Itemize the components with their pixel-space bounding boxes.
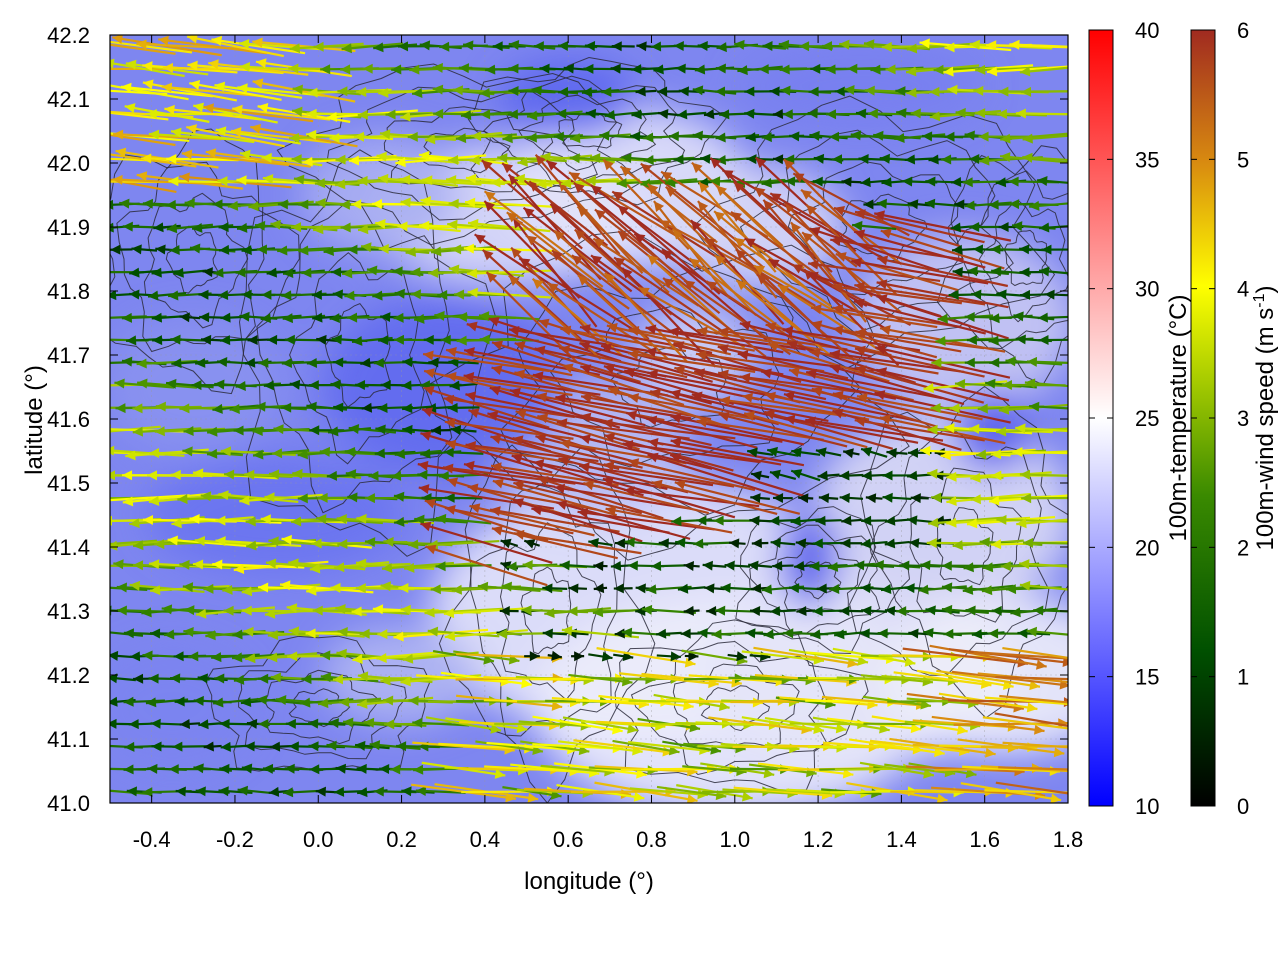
y-tick-label: 41.0 (47, 791, 90, 816)
plot-area (66, 34, 1125, 817)
y-axis-label: latitude (°) (21, 365, 48, 475)
temperature-colorbar-label: 100m-temperature (°C) (1165, 294, 1192, 541)
wind-label-close: ) (1252, 286, 1279, 294)
colorbar-tick-label: 5 (1237, 147, 1249, 172)
y-tick-label: 42.1 (47, 87, 90, 112)
wind-label-main: 100m-wind speed (m s (1252, 308, 1279, 551)
colorbar-tick-label: 2 (1237, 535, 1249, 560)
colorbar-tick-label: 35 (1135, 147, 1159, 172)
x-tick-label: 0.8 (636, 827, 667, 852)
y-tick-label: 41.2 (47, 663, 90, 688)
x-tick-label: 1.4 (886, 827, 917, 852)
y-tick-label: 41.8 (47, 279, 90, 304)
temperature-colorbar: 10 15 20 25 30 35 40 100m-temperature (°C) (1089, 18, 1192, 819)
colorbar-tick-label: 25 (1135, 406, 1159, 431)
colorbar-tick-label: 1 (1237, 665, 1249, 690)
x-tick-label: -0.2 (216, 827, 254, 852)
y-tick-label: 41.4 (47, 535, 90, 560)
y-tick-label: 41.3 (47, 599, 90, 624)
y-tick-label: 41.1 (47, 727, 90, 752)
colorbar-tick-label: 6 (1237, 18, 1249, 43)
colorbar-tick-label: 30 (1135, 277, 1159, 302)
x-tick-label: 0.6 (553, 827, 584, 852)
colorbar-tick-label: 15 (1135, 665, 1159, 690)
x-tick-label: 1.2 (803, 827, 834, 852)
colorbar-tick-label: 4 (1237, 277, 1249, 302)
x-tick-label: 1.0 (719, 827, 750, 852)
x-tick-label: 0.0 (303, 827, 334, 852)
x-axis-label: longitude (°) (524, 868, 654, 895)
y-tick-label: 42.2 (47, 23, 90, 48)
wind-speed-colorbar: 0 1 2 3 4 5 6 100m-wind speed (m s-1) (1191, 18, 1279, 819)
colorbar-tick-label: 10 (1135, 794, 1159, 819)
colorbar-tick-label: 3 (1237, 406, 1249, 431)
y-tick-label: 41.5 (47, 471, 90, 496)
colorbar-tick-label: 40 (1135, 18, 1159, 43)
x-tick-label: -0.4 (133, 827, 171, 852)
x-tick-label: 1.8 (1053, 827, 1084, 852)
colorbar-tick-label: 20 (1135, 535, 1159, 560)
x-tick-label: 0.4 (470, 827, 501, 852)
y-tick-label: 41.7 (47, 343, 90, 368)
y-tick-label: 41.6 (47, 407, 90, 432)
x-tick-label: 0.2 (386, 827, 417, 852)
wind-label-sup: -1 (1251, 293, 1268, 307)
colorbar-tick-label: 0 (1237, 794, 1249, 819)
x-tick-label: 1.6 (969, 827, 1000, 852)
wind-speed-colorbar-label: 100m-wind speed (m s-1) (1251, 286, 1279, 551)
y-tick-label: 42.0 (47, 151, 90, 176)
y-tick-label: 41.9 (47, 215, 90, 240)
